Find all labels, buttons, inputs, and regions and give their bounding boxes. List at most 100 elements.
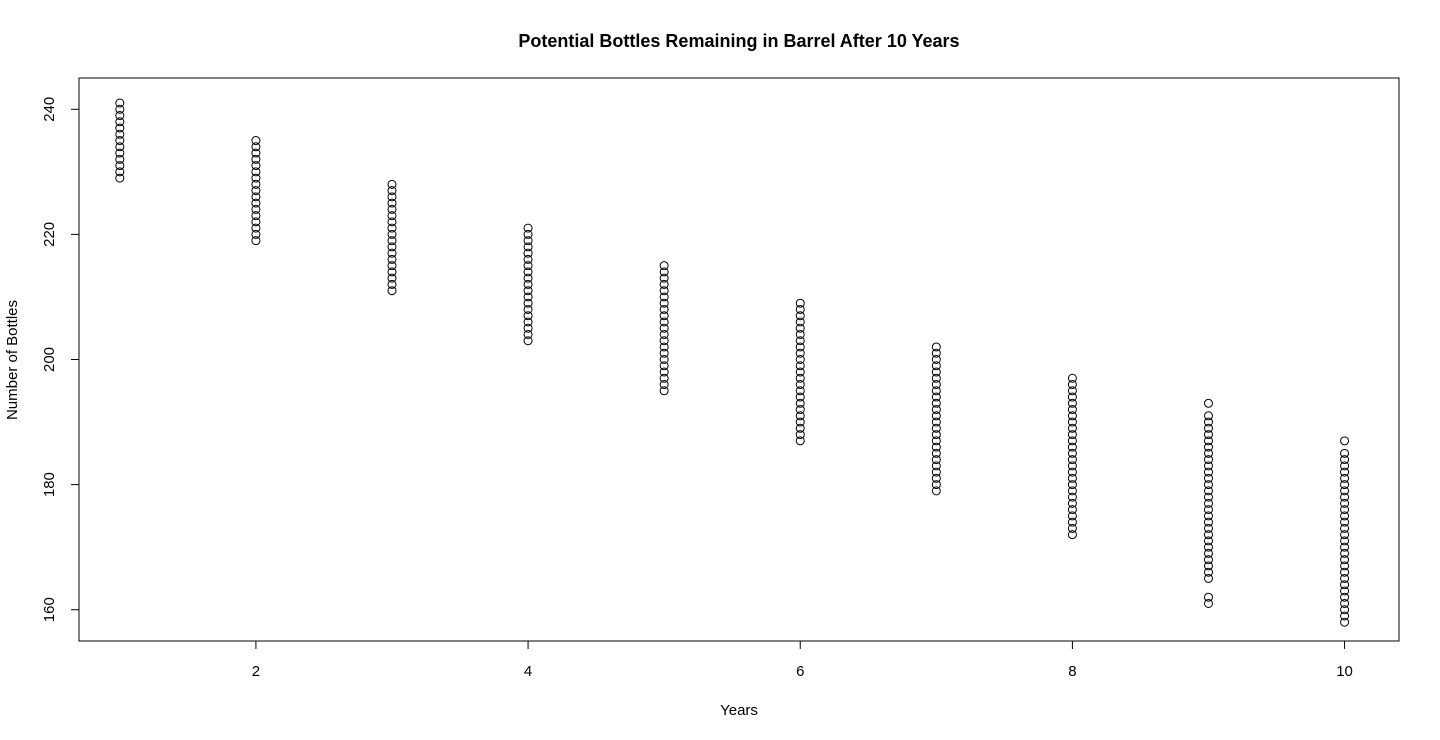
y-tick-label: 160: [41, 597, 58, 622]
data-point: [523, 323, 533, 333]
x-tick-label: 2: [252, 663, 260, 680]
plot-frame: [78, 77, 1400, 642]
data-point: [115, 173, 125, 183]
data-point: [931, 398, 941, 408]
data-point: [1203, 486, 1213, 496]
data-point: [115, 111, 125, 121]
data-point: [523, 304, 533, 314]
data-point: [1340, 555, 1350, 565]
data-point: [387, 242, 397, 252]
data-point: [659, 279, 669, 289]
data-point: [387, 179, 397, 189]
data-point: [251, 223, 261, 233]
data-point: [1203, 417, 1213, 427]
data-point: [1203, 530, 1213, 540]
x-tick-label: 4: [524, 663, 532, 680]
data-point: [931, 367, 941, 377]
data-point: [1340, 530, 1350, 540]
data-point: [931, 461, 941, 471]
data-point: [1203, 423, 1213, 433]
data-point: [1067, 436, 1077, 446]
y-tick-label: 220: [41, 222, 58, 247]
data-point: [115, 98, 125, 108]
data-point: [1340, 461, 1350, 471]
data-point: [387, 204, 397, 214]
y-axis-label: Number of Bottles: [4, 300, 21, 420]
data-point: [1203, 592, 1213, 602]
data-point: [1203, 505, 1213, 515]
data-point: [795, 380, 805, 390]
data-point: [795, 417, 805, 427]
data-point: [1340, 561, 1350, 571]
data-point: [1067, 505, 1077, 515]
data-point: [1067, 486, 1077, 496]
data-point: [931, 436, 941, 446]
data-point: [251, 142, 261, 152]
data-point: [523, 223, 533, 233]
data-point: [931, 423, 941, 433]
data-point: [251, 217, 261, 227]
data-point: [251, 161, 261, 171]
data-point: [795, 361, 805, 371]
data-point: [931, 392, 941, 402]
data-point: [1340, 567, 1350, 577]
data-point: [931, 348, 941, 358]
data-point: [1203, 498, 1213, 508]
data-point: [1067, 386, 1077, 396]
data-point: [659, 367, 669, 377]
data-point: [523, 317, 533, 327]
data-point: [931, 386, 941, 396]
data-point: [1340, 598, 1350, 608]
data-point: [795, 348, 805, 358]
points-layer: [115, 98, 1350, 627]
data-point: [523, 229, 533, 239]
data-point: [251, 192, 261, 202]
data-point: [1203, 480, 1213, 490]
data-point: [251, 204, 261, 214]
data-point: [795, 304, 805, 314]
data-point: [523, 292, 533, 302]
data-point: [1067, 411, 1077, 421]
data-point: [1340, 592, 1350, 602]
data-point: [1340, 473, 1350, 483]
data-point: [251, 211, 261, 221]
data-point: [115, 123, 125, 133]
data-point: [251, 236, 261, 246]
x-tick-label: 8: [1068, 663, 1076, 680]
data-point: [931, 342, 941, 352]
data-point: [659, 373, 669, 383]
data-point: [1067, 430, 1077, 440]
y-tick-label: 180: [41, 472, 58, 497]
data-point: [931, 361, 941, 371]
data-point: [1203, 467, 1213, 477]
data-point: [659, 348, 669, 358]
data-point: [1203, 442, 1213, 452]
data-point: [387, 186, 397, 196]
data-point: [659, 261, 669, 271]
data-point: [1340, 611, 1350, 621]
data-point: [795, 398, 805, 408]
data-point: [1067, 480, 1077, 490]
data-point: [251, 229, 261, 239]
data-point: [1340, 523, 1350, 533]
data-point: [1203, 536, 1213, 546]
data-point: [251, 173, 261, 183]
data-point: [523, 242, 533, 252]
data-point: [931, 417, 941, 427]
data-point: [1067, 380, 1077, 390]
data-point: [795, 405, 805, 415]
data-point: [1067, 467, 1077, 477]
data-point: [1340, 580, 1350, 590]
data-point: [1067, 498, 1077, 508]
data-point: [1340, 436, 1350, 446]
data-point: [795, 411, 805, 421]
data-point: [115, 148, 125, 158]
data-point: [659, 304, 669, 314]
data-point: [115, 161, 125, 171]
data-point: [387, 192, 397, 202]
data-point: [523, 273, 533, 283]
data-point: [1340, 536, 1350, 546]
data-point: [659, 317, 669, 327]
data-point: [523, 311, 533, 321]
x-axis: 2 4 6 8 10: [252, 640, 1353, 680]
